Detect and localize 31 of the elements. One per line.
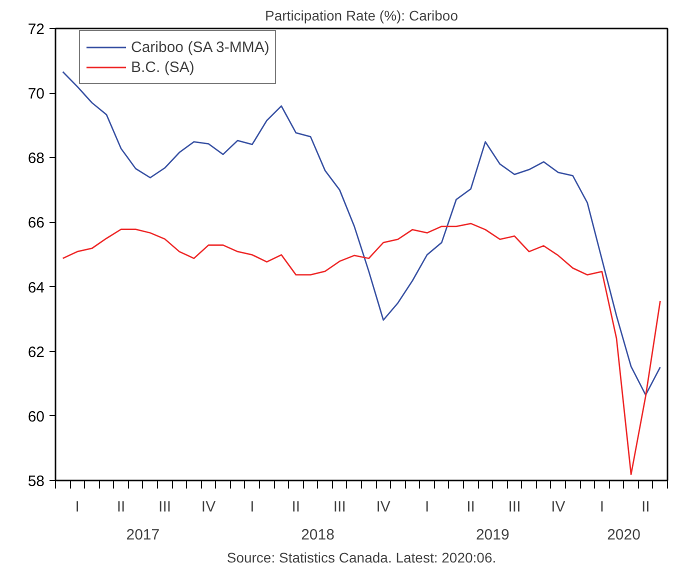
chart-title: Participation Rate (%): Cariboo (265, 8, 458, 24)
y-tick-label: 58 (28, 473, 45, 490)
x-tick-label: III (508, 498, 521, 516)
text: 2018 (301, 526, 334, 544)
y-tick-label: 62 (28, 344, 45, 361)
x-tick-label: III (333, 498, 346, 516)
text: 2020 (607, 526, 640, 544)
y-tick-label: 64 (28, 279, 45, 296)
y-tick-label: 70 (28, 86, 45, 103)
x-tick-label: II (641, 498, 650, 516)
y-tick-label: 60 (28, 408, 45, 426)
x-tick-label: II (466, 498, 475, 516)
text: 2017 (126, 526, 160, 544)
x-tick-label: I (75, 498, 80, 516)
y-tick-label: 66 (28, 214, 45, 232)
legend-label: B.C. (SA) (131, 58, 194, 76)
x-tick-label: III (158, 498, 172, 516)
line-series (62, 222, 661, 476)
source-note: Source: Statistics Canada. Latest: 2020:06. (226, 550, 496, 566)
x-tick-label: IV (551, 498, 566, 516)
y-tick-label: 68 (28, 150, 45, 168)
x-tick-label: II (116, 498, 126, 516)
legend-label: Cariboo (SA 3-MMA) (131, 38, 270, 56)
x-tick-label: I (250, 498, 254, 516)
x-tick-label: IV (376, 498, 390, 516)
x-tick-label: II (292, 498, 300, 516)
x-tick-label: I (424, 498, 430, 516)
x-tick-label: IV (201, 498, 216, 516)
text: 2019 (476, 526, 510, 544)
y-tick-label: 72 (28, 21, 45, 38)
x-tick-label: I (600, 498, 604, 516)
